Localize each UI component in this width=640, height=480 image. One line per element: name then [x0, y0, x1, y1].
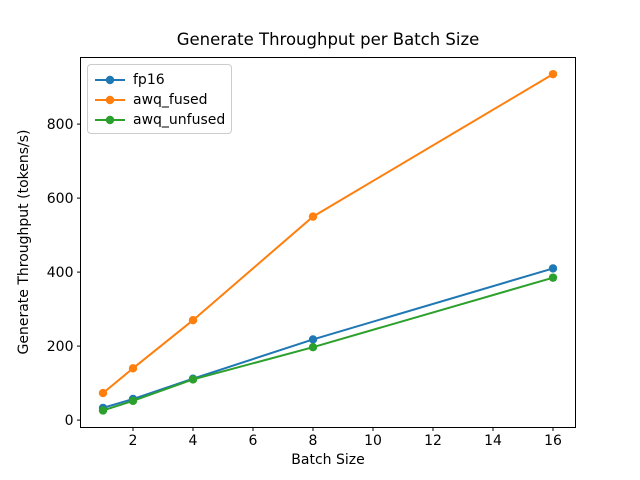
x-tick-label: 4 [189, 433, 198, 449]
chart-title: Generate Throughput per Batch Size [176, 30, 480, 49]
series-marker-awq_fused [548, 69, 558, 79]
y-tick-label: 200 [47, 339, 74, 355]
x-tick-label: 16 [544, 433, 562, 449]
series-marker-awq_unfused [98, 406, 108, 415]
series-marker-awq_unfused [128, 396, 138, 406]
legend-label-awq_unfused: awq_unfused [133, 112, 226, 128]
legend-item-awq_unfused: awq_unfused [94, 110, 225, 130]
legend-label-fp16: fp16 [133, 72, 165, 88]
legend: fp16 awq_fused awq_unfused [87, 64, 232, 134]
legend-line-sample-awq_unfused [95, 115, 125, 125]
x-tick-label: 14 [484, 433, 502, 449]
x-tick-label: 2 [129, 433, 138, 449]
y-tick-label: 400 [47, 265, 74, 281]
series-marker-fp16 [548, 264, 558, 273]
legend-line-sample-fp16 [95, 75, 125, 85]
y-tick-label: 0 [65, 413, 74, 429]
legend-line-sample-awq_fused [95, 95, 125, 105]
y-tick-label: 600 [47, 191, 74, 207]
y-tick-label: 800 [47, 117, 74, 133]
series-marker-awq_fused [308, 212, 318, 221]
series-marker-awq_fused [188, 316, 198, 325]
x-tick-label: 10 [364, 433, 382, 449]
series-marker-awq_unfused [308, 343, 318, 352]
x-tick-label: 12 [424, 433, 442, 449]
series-line-awq_unfused [102, 276, 554, 412]
x-tick-label: 8 [309, 433, 318, 449]
axes-spine [80, 57, 576, 428]
legend-label-awq_fused: awq_fused [133, 92, 208, 108]
x-axis-label: Batch Size [291, 452, 365, 468]
legend-item-fp16: fp16 [94, 70, 225, 90]
series-marker-fp16 [308, 335, 318, 344]
series-marker-awq_unfused [188, 375, 198, 384]
series-marker-awq_unfused [548, 273, 558, 282]
x-tick-label: 6 [249, 433, 258, 449]
series-marker-awq_fused [128, 364, 138, 373]
legend-item-awq_fused: awq_fused [94, 90, 225, 110]
series-marker-awq_fused [98, 388, 108, 398]
